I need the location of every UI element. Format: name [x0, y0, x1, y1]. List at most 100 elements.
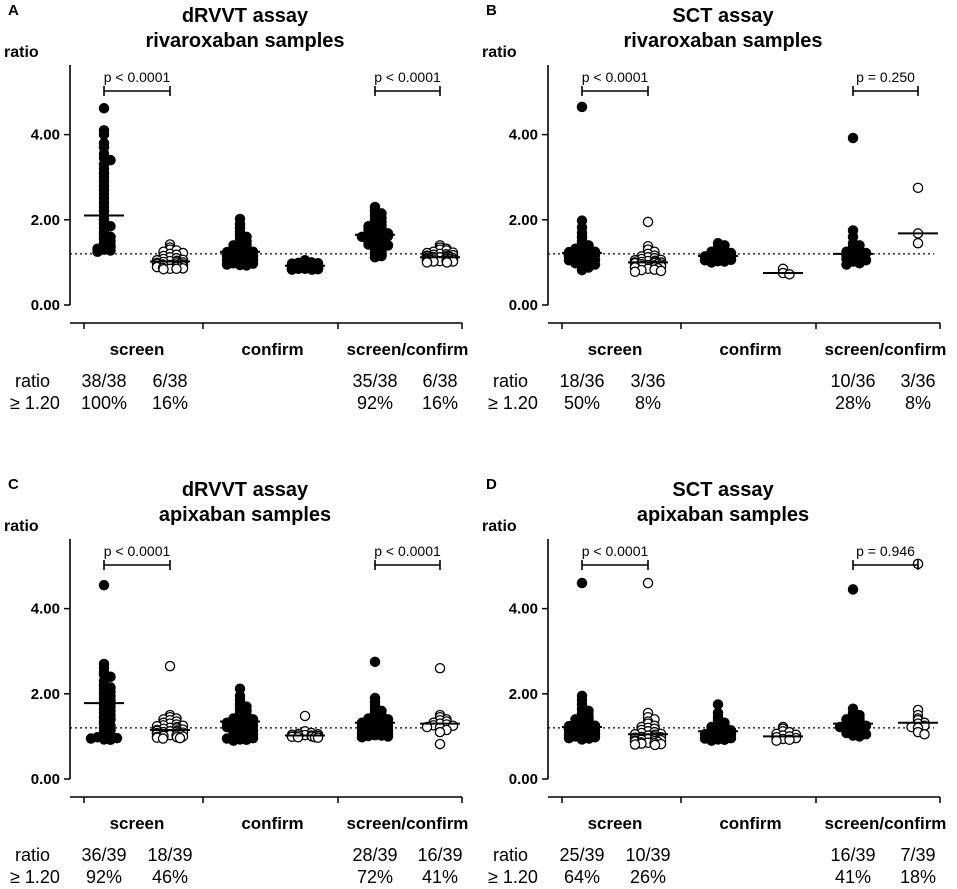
count-fraction: 36/39	[81, 845, 126, 865]
count-fraction: 16/39	[830, 845, 875, 865]
group-label: confirm	[719, 340, 781, 359]
count-percent: 92%	[357, 393, 393, 413]
data-point-open	[434, 662, 446, 674]
data-point-open	[655, 265, 667, 277]
p-value-label: p < 0.0001	[582, 69, 649, 85]
group-label: screen	[588, 340, 643, 359]
count-row-label: ratio	[493, 371, 528, 391]
count-fraction: 10/36	[830, 371, 875, 391]
group-label: confirm	[719, 814, 781, 833]
data-point-filled	[105, 734, 116, 746]
y-tick-label: 0.00	[509, 771, 538, 788]
data-point-open	[784, 269, 795, 280]
data-point-filled	[105, 245, 116, 256]
count-percent: 16%	[152, 393, 188, 413]
y-axis-label: ratio	[4, 44, 39, 61]
data-point-open	[157, 733, 169, 744]
count-row-label: ratio	[493, 845, 528, 865]
panel-title-line1: dRVVT assay	[182, 479, 309, 501]
data-point-filled	[98, 102, 110, 114]
panel-title-line2: rivaroxaban samples	[146, 30, 345, 52]
p-value-label: p = 0.946	[856, 543, 915, 559]
count-row-label: ratio	[15, 371, 50, 391]
p-value-label: p < 0.0001	[374, 543, 441, 559]
data-point-filled	[382, 731, 394, 742]
data-point-filled	[563, 732, 575, 744]
panel-d: D SCT assay apixaban samples ratio 0.00 2.00 4…	[482, 476, 946, 887]
group-label: screen/confirm	[347, 814, 469, 833]
data-point-open	[292, 732, 304, 743]
data-point-open	[164, 660, 176, 672]
data-point-filled	[576, 101, 588, 113]
data-point-filled	[706, 257, 717, 268]
data-point-open	[171, 263, 182, 275]
group-label: screen/confirm	[347, 340, 469, 359]
count-fraction: 16/39	[417, 845, 462, 865]
data-point-filled	[98, 579, 110, 591]
data-point-filled	[241, 260, 252, 271]
count-fraction: 3/36	[900, 371, 935, 391]
p-value-label: p < 0.0001	[104, 69, 171, 85]
data-point-filled	[576, 264, 588, 276]
count-percent: 100%	[81, 393, 127, 413]
count-percent: 8%	[635, 393, 661, 413]
p-value-label: p < 0.0001	[582, 543, 649, 559]
data-point-filled	[369, 252, 381, 263]
data-point-open	[919, 729, 930, 740]
data-point-open	[771, 735, 782, 746]
y-tick-label: 2.00	[509, 212, 538, 229]
data-point-filled	[854, 258, 865, 269]
count-percent: 8%	[905, 393, 931, 413]
data-point-open	[441, 257, 453, 268]
count-percent: 18%	[900, 867, 936, 887]
y-axis-label: ratio	[4, 518, 39, 535]
p-value-label: p < 0.0001	[104, 543, 171, 559]
data-point-open	[299, 710, 311, 722]
data-point-filled	[712, 699, 724, 710]
count-percent: 28%	[835, 393, 871, 413]
count-fraction: 18/36	[559, 371, 604, 391]
panel-title-line1: dRVVT assay	[182, 5, 309, 27]
data-point-filled	[228, 735, 239, 746]
panel-title-line1: SCT assay	[672, 479, 774, 501]
y-tick-label: 4.00	[31, 601, 60, 618]
count-fraction: 28/39	[352, 845, 397, 865]
group-label: screen	[110, 814, 165, 833]
data-point-filled	[847, 584, 859, 595]
y-axis-label: ratio	[482, 518, 517, 535]
y-tick-label: 4.00	[509, 601, 538, 618]
data-point-filled	[221, 259, 233, 270]
panel-title-line1: SCT assay	[672, 5, 774, 27]
y-tick-label: 0.00	[31, 771, 60, 788]
group-label: confirm	[241, 340, 303, 359]
count-percent: 72%	[357, 867, 393, 887]
count-percent: 46%	[152, 867, 188, 887]
y-tick-label: 0.00	[31, 297, 60, 314]
data-point-open	[434, 738, 446, 750]
count-percent: 41%	[835, 867, 871, 887]
group-label: screen	[110, 340, 165, 359]
count-fraction: 6/38	[152, 371, 187, 391]
data-point-open	[912, 182, 924, 194]
data-point-filled	[719, 256, 730, 267]
data-point-filled	[841, 259, 852, 270]
data-point-open	[642, 216, 654, 228]
y-tick-label: 2.00	[509, 686, 538, 703]
data-point-filled	[356, 732, 368, 743]
group-label: screen/confirm	[825, 340, 947, 359]
data-point-open	[434, 726, 446, 738]
data-point-filled	[241, 734, 252, 746]
count-row-label: ≥ 1.20	[10, 393, 60, 413]
data-point-filled	[576, 734, 588, 745]
panel-letter: D	[486, 476, 497, 493]
data-point-open	[649, 739, 661, 751]
count-fraction: 6/38	[422, 371, 457, 391]
p-value-label: p = 0.250	[856, 69, 915, 85]
panel-title-line2: apixaban samples	[637, 504, 809, 526]
count-fraction: 38/38	[81, 371, 126, 391]
count-percent: 64%	[564, 867, 600, 887]
y-axis-label: ratio	[482, 44, 517, 61]
